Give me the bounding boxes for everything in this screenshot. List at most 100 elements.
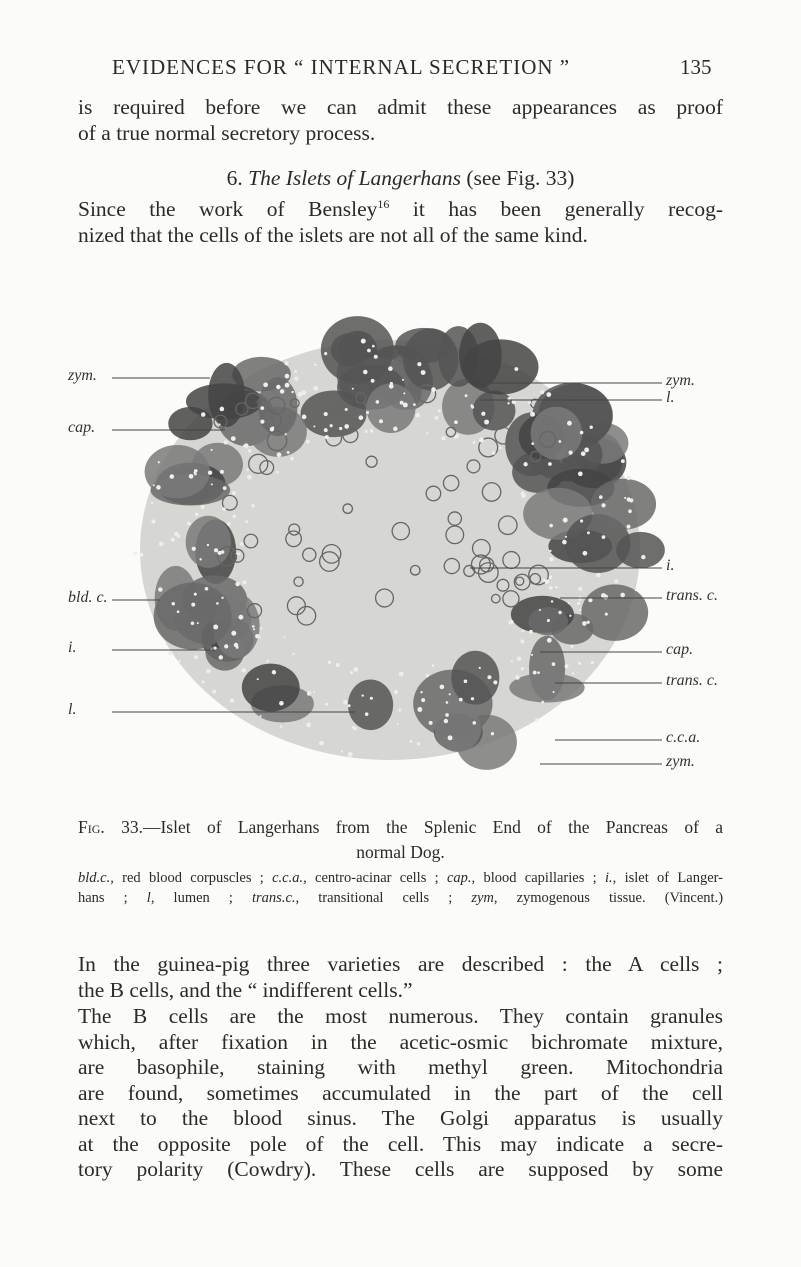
granule (546, 637, 552, 643)
granule (562, 539, 567, 545)
caption-label: Fig. 33. (78, 817, 143, 837)
legend-abbr: l (146, 890, 151, 906)
acinus (581, 584, 649, 641)
figure-label: c.c.a. (666, 729, 701, 746)
granule (548, 462, 552, 466)
granule (530, 653, 534, 656)
legend-text: , lumen ; (150, 890, 233, 906)
granule (370, 378, 375, 383)
granule (369, 429, 374, 433)
granule (579, 519, 584, 523)
granule (314, 363, 317, 367)
granule (544, 579, 550, 584)
granule (210, 448, 213, 451)
granule (361, 694, 364, 697)
granule (206, 543, 210, 547)
granule (375, 400, 380, 404)
granule (493, 680, 498, 685)
granule (251, 504, 255, 508)
granule (290, 456, 294, 461)
granule (223, 440, 228, 445)
granule (353, 667, 359, 672)
cell-nucleus (248, 453, 269, 475)
granule (470, 697, 475, 701)
text-line: next to the blood sinus. The Golgi appar… (78, 1106, 723, 1130)
text-line: tory polarity (Cowdry). These cells are … (78, 1157, 723, 1181)
granule (335, 662, 340, 667)
granule (626, 497, 631, 502)
granule (210, 483, 213, 486)
acinus (564, 514, 631, 574)
granule (269, 427, 275, 432)
text-line: are found, sometimes accumulated in the … (78, 1080, 723, 1105)
granule (313, 425, 316, 428)
granule (213, 624, 219, 630)
granule (564, 664, 569, 669)
granule (306, 691, 312, 696)
legend-text: hans ; (78, 890, 128, 906)
cell-nucleus (302, 547, 317, 563)
cell-nucleus (466, 459, 481, 474)
granule (454, 420, 458, 425)
figure-label: i. (68, 639, 77, 656)
granule (241, 668, 247, 673)
legend-abbr: trans.c. (252, 890, 296, 906)
granule (218, 655, 224, 660)
granule (445, 701, 449, 704)
granule (620, 592, 625, 598)
granule (204, 586, 209, 591)
granule (344, 424, 350, 429)
granule (590, 660, 595, 665)
granule (360, 338, 366, 344)
granule (294, 376, 299, 381)
cell-nucleus (288, 523, 301, 536)
granule (507, 397, 510, 400)
granule (247, 449, 252, 453)
cell-nucleus (496, 578, 510, 592)
caption-text: —Islet of Langerhans from the Splenic En… (142, 817, 723, 837)
granule (549, 556, 554, 562)
granule (589, 425, 593, 429)
legend-abbr: i. (605, 870, 613, 886)
cell-nucleus (478, 437, 499, 458)
granule (568, 450, 573, 455)
granule (537, 671, 540, 675)
cell-nucleus (243, 533, 259, 549)
granule (258, 636, 261, 639)
granule (542, 578, 546, 582)
granule (546, 618, 550, 623)
granule (194, 655, 198, 660)
cell-nucleus (443, 557, 461, 575)
cell-nucleus (539, 430, 557, 448)
granule (176, 610, 180, 614)
granule (578, 661, 582, 665)
cell-nucleus (470, 554, 491, 575)
granule (224, 644, 229, 649)
cell-nucleus (342, 426, 359, 444)
granule (558, 610, 562, 615)
granule (420, 370, 426, 375)
granule (260, 406, 265, 411)
granule (520, 639, 525, 644)
figure-label: zym. (666, 372, 695, 389)
granule (351, 725, 355, 729)
granule (541, 700, 545, 704)
cell-nucleus (244, 392, 262, 410)
cell-nucleus (442, 474, 460, 492)
granule (601, 593, 606, 599)
granule (231, 630, 237, 636)
cell-nucleus (497, 515, 518, 536)
granule (555, 585, 558, 589)
granule (279, 700, 284, 706)
granule (259, 627, 263, 630)
granule (364, 429, 368, 433)
cell-nucleus (266, 430, 288, 452)
granule (323, 412, 328, 417)
granule (191, 602, 196, 607)
cell-nucleus (213, 414, 228, 429)
granule (530, 411, 536, 417)
granule (463, 679, 468, 684)
granule (363, 369, 368, 375)
granule (260, 419, 265, 424)
legend-abbr: bld.c. (78, 870, 111, 886)
